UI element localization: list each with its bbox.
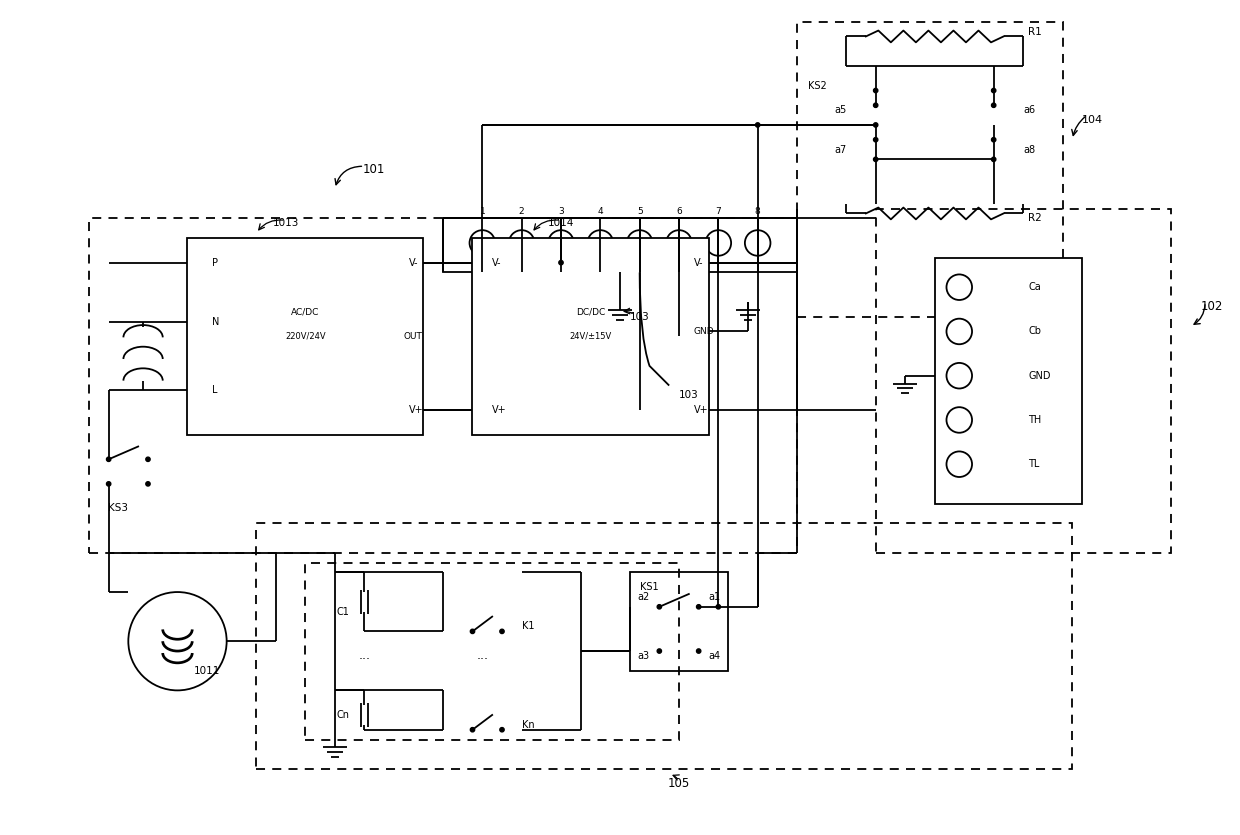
Text: a3: a3 <box>637 651 650 661</box>
Circle shape <box>755 123 760 127</box>
Circle shape <box>873 103 878 108</box>
Bar <box>305 563 680 740</box>
Text: GND: GND <box>693 327 714 336</box>
Text: a1: a1 <box>708 592 720 602</box>
Bar <box>89 219 797 553</box>
Circle shape <box>146 457 150 462</box>
Text: 101: 101 <box>363 163 386 175</box>
Circle shape <box>107 457 110 462</box>
Text: 24V/±15V: 24V/±15V <box>569 331 611 341</box>
Text: N: N <box>212 316 219 326</box>
Bar <box>472 238 708 435</box>
Text: a6: a6 <box>1023 105 1035 115</box>
Circle shape <box>992 157 996 161</box>
Text: V-: V- <box>693 258 703 268</box>
Text: 104: 104 <box>1083 115 1104 125</box>
Text: P: P <box>212 258 218 268</box>
Text: 105: 105 <box>668 777 691 790</box>
Circle shape <box>717 605 720 609</box>
Text: GND: GND <box>1028 371 1050 381</box>
Circle shape <box>657 605 661 609</box>
Text: Cb: Cb <box>1028 326 1042 337</box>
Text: V-: V- <box>408 258 418 268</box>
Text: 4: 4 <box>598 207 603 216</box>
Text: K1: K1 <box>522 621 534 631</box>
Text: KS3: KS3 <box>108 504 129 514</box>
Text: TH: TH <box>1028 415 1042 425</box>
Bar <box>630 572 728 671</box>
Text: 220V/24V: 220V/24V <box>285 331 326 341</box>
Bar <box>875 209 1171 553</box>
Text: V+: V+ <box>408 405 423 415</box>
Circle shape <box>146 482 150 486</box>
Circle shape <box>873 138 878 142</box>
Text: V-: V- <box>492 258 502 268</box>
Circle shape <box>873 123 878 127</box>
Text: L: L <box>212 386 217 396</box>
Circle shape <box>873 89 878 93</box>
Text: 103: 103 <box>680 391 699 400</box>
Text: 1: 1 <box>480 207 485 216</box>
Circle shape <box>873 157 878 161</box>
Circle shape <box>697 649 701 653</box>
Text: R2: R2 <box>1028 214 1042 224</box>
Text: V+: V+ <box>492 405 507 415</box>
Bar <box>443 219 797 272</box>
Text: a8: a8 <box>1023 144 1035 154</box>
Circle shape <box>107 482 110 486</box>
Text: 1013: 1013 <box>273 218 299 228</box>
Text: 102: 102 <box>1200 301 1223 313</box>
Text: Cn: Cn <box>336 710 350 720</box>
Text: 1011: 1011 <box>193 665 221 676</box>
Text: R1: R1 <box>1028 27 1042 37</box>
Text: 2: 2 <box>518 207 525 216</box>
Circle shape <box>470 630 475 634</box>
Circle shape <box>992 103 996 108</box>
Bar <box>257 524 1073 769</box>
Circle shape <box>992 89 996 93</box>
Circle shape <box>657 649 661 653</box>
Text: a5: a5 <box>835 105 846 115</box>
Text: OUT: OUT <box>404 331 423 341</box>
Text: V+: V+ <box>693 405 708 415</box>
Circle shape <box>500 727 505 732</box>
Text: KS1: KS1 <box>640 582 658 592</box>
Text: DC/DC: DC/DC <box>575 307 605 316</box>
Bar <box>797 22 1063 316</box>
Circle shape <box>992 138 996 142</box>
Text: ...: ... <box>358 650 371 662</box>
Text: Ca: Ca <box>1028 282 1040 292</box>
Bar <box>935 258 1083 504</box>
Circle shape <box>697 605 701 609</box>
Bar <box>187 238 423 435</box>
Text: a4: a4 <box>708 651 720 661</box>
Text: KS2: KS2 <box>807 81 827 91</box>
Text: ...: ... <box>476 650 489 662</box>
Text: TL: TL <box>1028 459 1039 469</box>
Text: a2: a2 <box>637 592 650 602</box>
Circle shape <box>559 261 563 265</box>
Text: 5: 5 <box>637 207 642 216</box>
Text: C1: C1 <box>337 607 350 617</box>
Text: 103: 103 <box>630 311 650 321</box>
Circle shape <box>470 727 475 732</box>
Text: AC/DC: AC/DC <box>291 307 320 316</box>
Text: a7: a7 <box>835 144 846 154</box>
Text: Kn: Kn <box>522 720 534 730</box>
Text: 8: 8 <box>755 207 760 216</box>
Text: 6: 6 <box>676 207 682 216</box>
Text: 7: 7 <box>715 207 722 216</box>
Text: 1014: 1014 <box>548 218 574 228</box>
Text: 3: 3 <box>558 207 564 216</box>
Circle shape <box>500 630 505 634</box>
